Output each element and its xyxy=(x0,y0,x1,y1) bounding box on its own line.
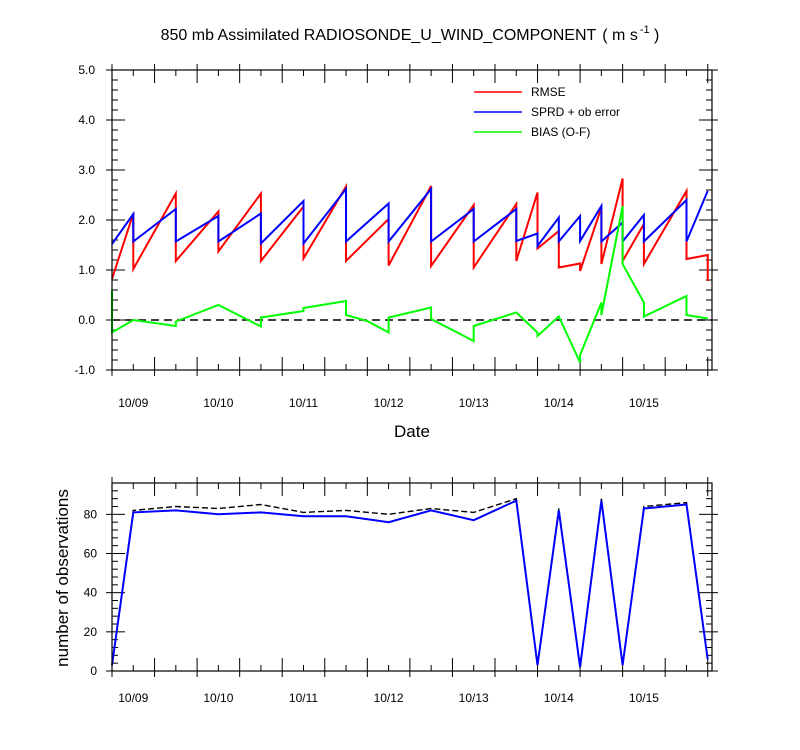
chart-title-main: 850 mb Assimilated RADIOSONDE_U_WIND_COM… xyxy=(161,27,597,44)
top-ytick-label: 1.0 xyxy=(78,263,95,277)
bottom-series-possible-observations xyxy=(111,497,709,668)
bottom-y-tick-labels: 0 20 40 60 80 xyxy=(84,507,98,678)
bottom-xtick-label: 10/15 xyxy=(629,691,659,705)
top-xtick-label: 10/12 xyxy=(374,396,404,410)
top-y-tick-labels: -1.0 0.0 1.0 2.0 3.0 4.0 5.0 xyxy=(74,63,95,377)
legend: RMSE SPRD + ob error BIAS (O-F) xyxy=(474,85,620,139)
top-plot-frame xyxy=(111,69,713,371)
top-series-group xyxy=(111,178,709,363)
bottom-series-group xyxy=(111,497,709,668)
legend-label-sprd: SPRD + ob error xyxy=(531,105,620,119)
bottom-plot-frame xyxy=(111,482,713,672)
bottom-x-tick-labels: 10/09 10/10 10/11 10/12 10/13 10/14 10/15 xyxy=(118,691,659,705)
bottom-xtick-label: 10/14 xyxy=(544,691,574,705)
top-xtick-label: 10/14 xyxy=(544,396,574,410)
top-xtick-label: 10/15 xyxy=(629,396,659,410)
chart-title: 850 mb Assimilated RADIOSONDE_U_WIND_COM… xyxy=(161,24,660,44)
x-axis-title: Date xyxy=(394,422,430,441)
bottom-ytick-label: 40 xyxy=(84,586,98,600)
bottom-xtick-label: 10/12 xyxy=(374,691,404,705)
bottom-ytick-label: 20 xyxy=(84,625,98,639)
top-ytick-label: 5.0 xyxy=(78,63,95,77)
bottom-xtick-label: 10/13 xyxy=(459,691,489,705)
y-axis-title-observations: number of observations xyxy=(53,489,72,667)
error-panel: -1.00.01.02.03.04.05.0 10/09 10/10 10/11 10… xyxy=(74,63,718,441)
top-ytick-label: 3.0 xyxy=(78,163,95,177)
chart-title-units-end: ) xyxy=(650,27,660,44)
legend-label-rmse: RMSE xyxy=(531,85,566,99)
top-xtick-label: 10/09 xyxy=(118,396,148,410)
chart-title-units: ( m s xyxy=(602,27,638,44)
chart-title-units-superscript: -1 xyxy=(640,24,650,36)
observation-count-panel: 0 20 40 60 80 10/09 10/10 10/11 10/12 10/13 10/14… xyxy=(53,477,718,705)
top-ytick-label: 2.0 xyxy=(78,213,95,227)
bottom-ytick-label: 80 xyxy=(84,507,98,521)
bottom-xtick-label: 10/10 xyxy=(203,691,233,705)
top-ytick-label: 4.0 xyxy=(78,113,95,127)
bottom-xtick-label: 10/09 xyxy=(118,691,148,705)
top-xtick-label: 10/13 xyxy=(459,396,489,410)
top-xtick-label: 10/11 xyxy=(289,396,318,410)
top-x-tick-labels: 10/09 10/10 10/11 10/12 10/13 10/14 10/15 xyxy=(118,396,659,410)
bottom-series-assimilated-observations xyxy=(111,499,709,668)
top-series-bias-o-f xyxy=(111,205,708,363)
bottom-xtick-label: 10/11 xyxy=(289,691,318,705)
top-ytick-label: -1.0 xyxy=(74,363,95,377)
top-ytick-label: 0.0 xyxy=(78,313,95,327)
top-xtick-label: 10/10 xyxy=(203,396,233,410)
bottom-ytick-label: 0 xyxy=(90,664,97,678)
legend-label-bias: BIAS (O-F) xyxy=(531,125,590,139)
bottom-ytick-label: 60 xyxy=(84,547,98,561)
